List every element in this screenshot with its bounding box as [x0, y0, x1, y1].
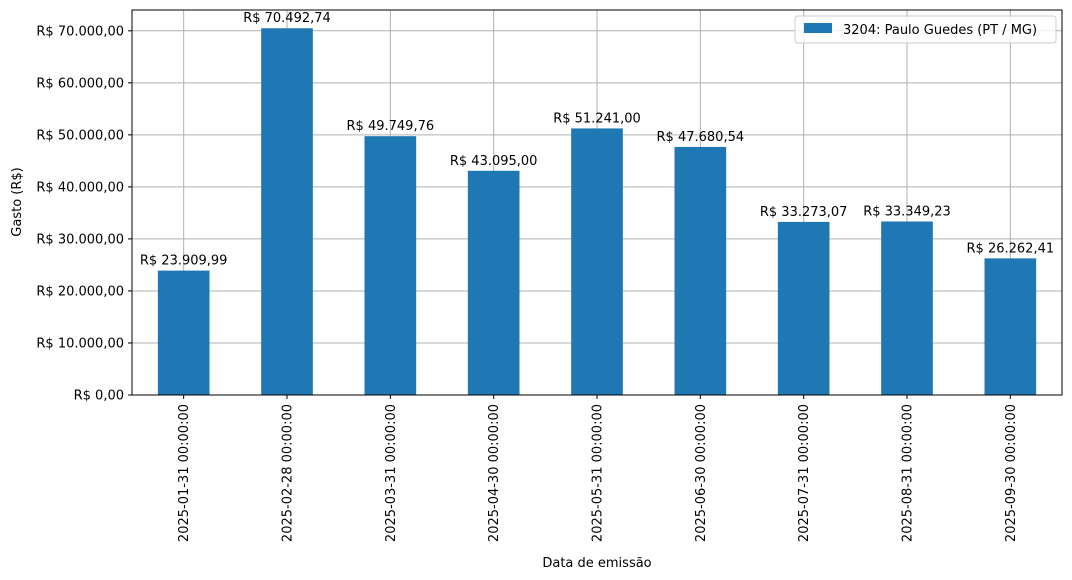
bar — [777, 221, 830, 395]
legend-swatch — [804, 23, 832, 33]
bar — [261, 28, 313, 396]
y-axis-label: Gasto (R$) — [10, 167, 25, 236]
legend-box — [794, 15, 1057, 44]
bar — [571, 128, 623, 395]
y-tick-label: R$ 50.000,00 — [36, 128, 124, 143]
x-tick-label: 2025-09-30 00:00:00 — [1004, 404, 1019, 542]
y-axis: R$ 0,00 R$ 10.000,00 R$ 20.000,00 R$ 30.000… — [36, 24, 132, 404]
bar — [467, 170, 520, 395]
y-tick-label: R$ 40.000,00 — [36, 180, 124, 195]
x-tick-label: 2025-06-30 00:00:00 — [694, 404, 709, 542]
bar-value-label: R$ 26.262,41 — [967, 241, 1055, 256]
y-tick-label: R$ 10.000,00 — [36, 336, 124, 351]
bar — [674, 146, 727, 395]
bar-value-label: R$ 49.749,76 — [347, 119, 435, 134]
x-tick-label: 2025-08-31 00:00:00 — [901, 404, 916, 542]
y-tick-label: R$ 20.000,00 — [36, 284, 124, 299]
bar-value-label: R$ 23.909,99 — [140, 254, 228, 269]
bar-value-label: R$ 51.241,00 — [553, 111, 641, 126]
bar — [157, 270, 210, 395]
y-tick-label: R$ 30.000,00 — [36, 232, 124, 247]
x-tick-label: 2025-04-30 00:00:00 — [487, 404, 502, 542]
y-tick-label: R$ 0,00 — [74, 389, 124, 404]
y-tick-label: R$ 70.000,00 — [36, 24, 124, 39]
bar-value-label: R$ 43.095,00 — [450, 154, 538, 169]
bars — [157, 28, 1037, 396]
x-axis: 2025-01-31 00:00:00 2025-02-28 00:00:00 20… — [177, 395, 1019, 542]
bar-value-label: R$ 33.349,23 — [863, 204, 951, 219]
legend-entry-label: 3204: Paulo Guedes (PT / MG) — [843, 23, 1037, 38]
x-axis-label: Data de emissão — [542, 556, 651, 571]
bar-value-label: R$ 33.273,07 — [760, 205, 848, 220]
data-labels: R$ 23.909,99 R$ 70.492,74 R$ 49.749,76 R$ 4… — [140, 11, 1054, 268]
x-tick-label: 2025-02-28 00:00:00 — [281, 404, 296, 542]
bar — [984, 258, 1037, 395]
x-tick-label: 2025-07-31 00:00:00 — [797, 404, 812, 542]
legend: 3204: Paulo Guedes (PT / MG) — [794, 15, 1057, 44]
x-tick-label: 2025-01-31 00:00:00 — [177, 404, 192, 542]
bar — [881, 221, 933, 395]
x-tick-label: 2025-05-31 00:00:00 — [591, 404, 606, 542]
bar-value-label: R$ 47.680,54 — [657, 130, 745, 145]
y-tick-label: R$ 60.000,00 — [36, 76, 124, 91]
x-tick-label: 2025-03-31 00:00:00 — [384, 404, 399, 542]
bar-value-label: R$ 70.492,74 — [243, 11, 331, 26]
bar — [364, 136, 417, 395]
